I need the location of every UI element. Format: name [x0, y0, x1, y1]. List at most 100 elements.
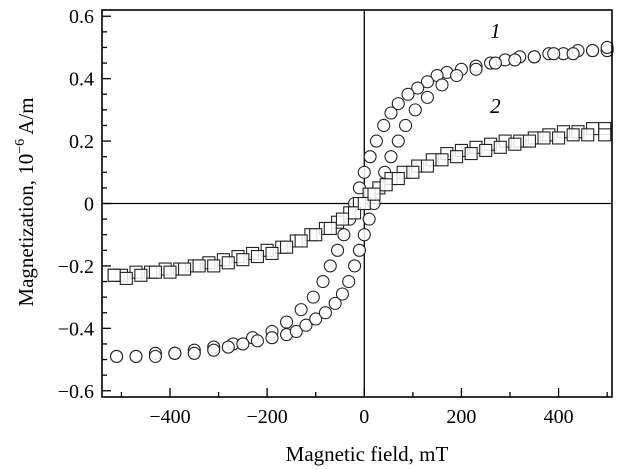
data-point-series-1 — [323, 259, 337, 273]
y-tick-label: 0 — [84, 194, 94, 216]
data-point-series-1 — [207, 343, 221, 357]
data-point-series-1 — [401, 87, 415, 101]
tick-labels: −400 −200 0 200 400 −0.6 −0.4 −0.2 0 0.2 0.4 0.6 — [58, 6, 574, 428]
x-tick-label: −200 — [247, 406, 288, 428]
data-point-series-1 — [187, 346, 201, 360]
data-point-series-1 — [306, 290, 320, 304]
data-point-series-2 — [207, 259, 221, 273]
data-point-series-2 — [250, 250, 264, 264]
y-axis-title: Magnetization, 10−6 A/m — [13, 97, 38, 306]
data-point-series-2 — [294, 234, 308, 248]
series-label-1: 1 — [490, 19, 501, 43]
data-point-series-2 — [581, 128, 595, 142]
data-point-series-2 — [420, 159, 434, 173]
data-point-series-1 — [335, 287, 349, 301]
data-point-series-1 — [316, 274, 330, 289]
data-point-series-2 — [367, 187, 381, 201]
data-point-series-1 — [547, 47, 561, 61]
data-point-series-1 — [337, 228, 351, 242]
data-point-series-1 — [328, 296, 342, 310]
y-axis-title-exponent: −6 — [13, 139, 28, 154]
data-point-series-2 — [522, 134, 536, 148]
data-point-series-2 — [450, 150, 464, 164]
data-point-series-1 — [129, 349, 143, 363]
data-point-series-2 — [379, 178, 393, 192]
data-point-series-1 — [420, 90, 434, 104]
data-point-series-1 — [221, 340, 235, 354]
data-point-series-1 — [236, 337, 250, 351]
data-point-series-1 — [168, 346, 182, 360]
data-point-series-1 — [391, 97, 405, 111]
data-point-series-2 — [552, 131, 566, 145]
y-axis-title-prefix: Magnetization, 10 — [14, 154, 38, 307]
data-point-series-2 — [134, 268, 148, 282]
data-point-series-2 — [221, 256, 235, 270]
data-point-series-1 — [399, 118, 413, 133]
data-point-series-2 — [435, 153, 449, 167]
data-point-series-1 — [408, 103, 422, 117]
data-point-series-1 — [469, 62, 483, 76]
data-point-series-1 — [369, 134, 383, 148]
data-point-series-1 — [586, 44, 600, 58]
data-point-series-2 — [464, 147, 478, 161]
data-point-series-1 — [488, 56, 502, 70]
data-point-series-2 — [479, 143, 493, 157]
data-point-series-1 — [362, 212, 376, 226]
data-point-series-2 — [598, 128, 612, 142]
data-point-series-2 — [508, 137, 522, 151]
x-tick-label: 200 — [446, 406, 476, 428]
data-point-series-2 — [348, 206, 362, 220]
data-point-series-1 — [110, 349, 124, 363]
data-point-series-2 — [391, 171, 405, 186]
data-point-series-1 — [377, 118, 391, 133]
data-point-series-1 — [348, 259, 362, 273]
data-point-series-1 — [342, 274, 356, 289]
data-point-series-1 — [294, 303, 308, 317]
data-point-series-1 — [331, 243, 345, 257]
axis-ticks — [102, 15, 608, 397]
data-point-series-1 — [527, 50, 541, 64]
data-point-series-1 — [420, 75, 434, 89]
data-point-series-2 — [178, 262, 192, 276]
data-point-series-2 — [280, 240, 294, 254]
data-point-series-2 — [309, 228, 323, 242]
data-point-series-1 — [566, 47, 580, 61]
data-point-series-1 — [250, 334, 264, 348]
data-point-series-1 — [280, 315, 294, 329]
data-point-series-1 — [384, 106, 398, 120]
y-tick-label: −0.2 — [58, 256, 94, 278]
data-point-series-1 — [411, 81, 425, 95]
data-point-series-1 — [352, 243, 366, 257]
data-point-series-2 — [192, 259, 206, 273]
data-point-series-1 — [299, 318, 313, 332]
data-point-series-1 — [363, 150, 377, 164]
data-point-series-1 — [309, 312, 323, 326]
data-point-series-2 — [163, 265, 177, 279]
data-point-series-1 — [357, 165, 371, 179]
data-point-series-1 — [318, 306, 332, 320]
data-point-series-1 — [600, 40, 614, 55]
x-tick-label: −400 — [149, 406, 190, 428]
data-point-series-1 — [289, 324, 303, 339]
data-point-series-2 — [493, 140, 507, 154]
data-point-series-1 — [265, 331, 279, 345]
data-point-series-2 — [406, 165, 420, 179]
data-point-series-2 — [148, 265, 162, 279]
series-label-2: 2 — [490, 94, 501, 118]
x-axis-title: Magnetic field, mT — [286, 442, 449, 466]
data-point-series-2 — [119, 271, 133, 285]
data-point-series-1 — [508, 53, 522, 67]
data-point-series-2 — [335, 212, 349, 226]
data-point-series-2 — [107, 268, 121, 282]
data-point-series-2 — [537, 131, 551, 145]
data-point-series-1 — [391, 134, 405, 148]
data-point-series-2 — [357, 196, 371, 211]
series-labels: 12 — [490, 19, 501, 118]
data-point-series-2 — [265, 246, 279, 260]
x-tick-label: 0 — [359, 406, 369, 428]
x-tick-label: 400 — [544, 406, 574, 428]
data-markers — [107, 40, 614, 363]
data-point-series-2 — [323, 221, 337, 236]
data-point-series-1 — [384, 150, 398, 164]
